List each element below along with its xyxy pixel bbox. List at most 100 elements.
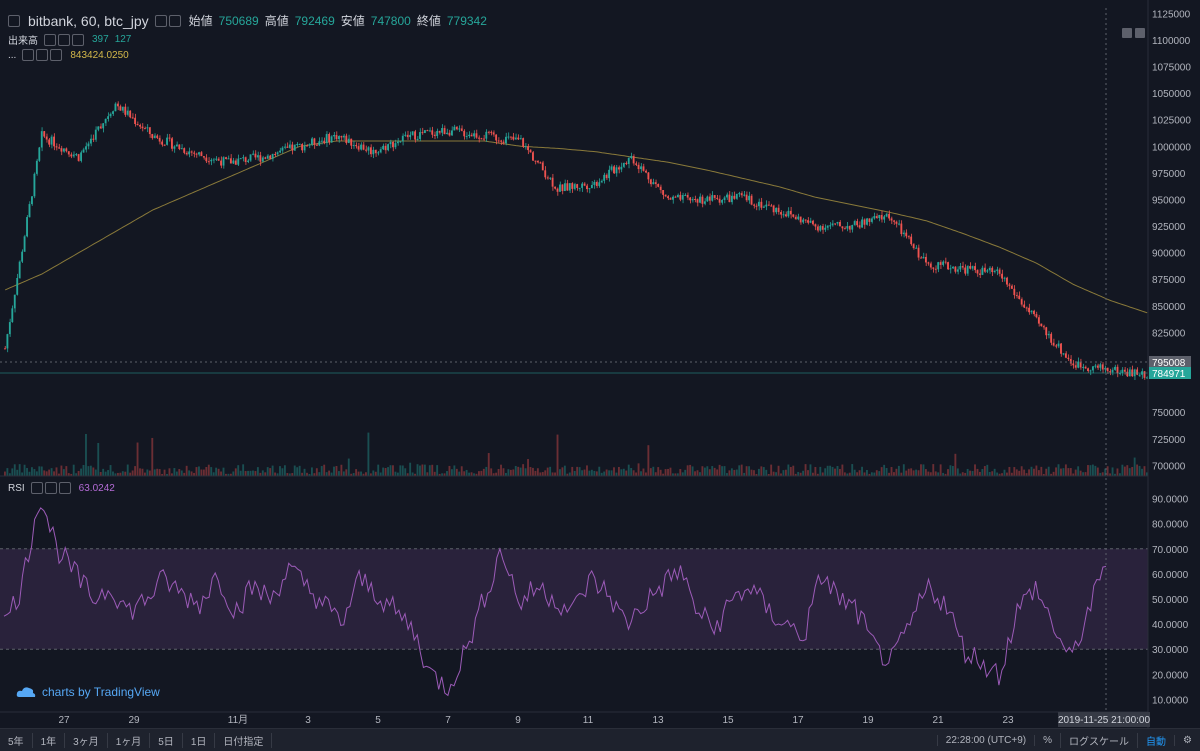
open-label: 始値 (188, 14, 213, 28)
auto-scale-toggle[interactable]: 自動 (1137, 732, 1174, 748)
price-tick-label: 1100000 (1152, 36, 1191, 47)
volume-bar (1072, 473, 1075, 476)
volume-bar (394, 471, 397, 476)
rsi-axis[interactable]: 90.0000 80.0000 70.0000 60.0000 50.0000 40.00… (1152, 495, 1189, 707)
timeframe-1d[interactable]: 1日 (183, 732, 216, 748)
volume-bar (217, 468, 220, 476)
candle (853, 219, 856, 227)
volume-bar (834, 468, 836, 476)
high-label: 高値 (264, 14, 289, 28)
goto-date[interactable]: 日付指定 (215, 732, 273, 748)
timeframe-3m[interactable]: 3ヶ月 (65, 732, 108, 748)
high-value: 792469 (294, 13, 335, 28)
volume-bar (396, 472, 399, 476)
candle (482, 134, 485, 141)
volume-bar (610, 470, 613, 476)
svg-text:795008: 795008 (1152, 358, 1186, 369)
candle (1055, 343, 1057, 349)
volume-bar (168, 468, 171, 476)
candle (360, 142, 362, 151)
candle (185, 151, 188, 156)
volume-bar (632, 470, 635, 476)
volume-bar (244, 471, 247, 476)
volume-bar (605, 469, 608, 476)
volume-bar (129, 472, 132, 476)
volume-bar (1101, 472, 1104, 476)
timeframe-5y[interactable]: 5年 (0, 732, 33, 748)
candle (554, 186, 556, 190)
candle (382, 143, 385, 150)
candle (151, 133, 154, 140)
candle (323, 137, 326, 145)
volume-bar (1003, 469, 1006, 476)
volume-bar (549, 466, 552, 476)
volume-bar (915, 469, 917, 476)
candle (131, 113, 134, 119)
volume-bar (738, 465, 741, 476)
candle (846, 222, 849, 232)
candle (598, 178, 601, 188)
rsi-legend-icons[interactable] (30, 482, 73, 494)
volume-bar (229, 473, 232, 476)
candle (8, 318, 11, 337)
symbol-title[interactable]: bitbank, 60, btc_jpy (28, 12, 149, 29)
gear-icon[interactable]: ⚙ (1174, 734, 1200, 746)
volume-bar (568, 472, 571, 476)
candle (387, 143, 389, 152)
time-tick-label: 15 (722, 715, 734, 726)
candle (726, 192, 728, 200)
volume-bar (819, 466, 822, 476)
timeframe-5d[interactable]: 5日 (150, 732, 183, 748)
candle (200, 151, 203, 157)
volume-bar (495, 472, 498, 476)
log-scale-toggle[interactable]: ログスケール (1060, 732, 1137, 748)
time-axis[interactable]: 27 29 11月 3 5 7 9 11 13 15 17 19 21 23 (58, 714, 1014, 726)
percent-toggle[interactable]: % (1034, 734, 1060, 746)
collapse-icon[interactable] (8, 14, 20, 27)
timeframe-1y[interactable]: 1年 (33, 732, 66, 748)
candle (1015, 292, 1018, 299)
candle (777, 204, 780, 215)
candle (856, 218, 859, 228)
candle (949, 264, 952, 274)
volume-bar (689, 464, 692, 476)
candle (318, 137, 321, 147)
volume-bar (780, 473, 782, 476)
ma-legend-icons[interactable] (22, 49, 64, 61)
pane-down-icon[interactable] (1135, 28, 1145, 38)
candle (794, 214, 797, 220)
volume-bar (659, 469, 662, 476)
candle (834, 223, 836, 226)
volume-bar (947, 469, 949, 476)
volume-bar (72, 464, 75, 476)
candle (62, 148, 65, 153)
maximize-icon[interactable] (1122, 28, 1132, 38)
price-axis[interactable]: 1125000 1100000 1075000 1050000 1025000 10000… (1152, 9, 1191, 472)
candle (1084, 365, 1087, 369)
candle (43, 131, 46, 138)
candle (861, 216, 863, 228)
timeframe-1m[interactable]: 1ヶ月 (108, 732, 151, 748)
volume-bar (544, 470, 547, 476)
candle (463, 129, 466, 140)
candle (534, 160, 537, 165)
candle (740, 191, 743, 198)
candle (839, 220, 841, 227)
candle (723, 195, 726, 204)
candle (772, 204, 775, 216)
volume-bar (67, 473, 70, 476)
legend-settings-icons[interactable] (154, 14, 183, 28)
candle (350, 138, 353, 149)
candle (438, 130, 441, 135)
candle (116, 101, 119, 111)
volume-bar (991, 471, 994, 476)
candle (465, 132, 468, 140)
volume-bar (900, 472, 903, 476)
clock-time[interactable]: 22:28:00 (UTC+9) (936, 734, 1034, 746)
volume-bar (291, 473, 294, 476)
candle (583, 182, 586, 187)
tradingview-brand[interactable]: charts by TradingView (16, 685, 160, 699)
volume-legend-icons[interactable] (44, 33, 86, 46)
candle (875, 213, 878, 219)
